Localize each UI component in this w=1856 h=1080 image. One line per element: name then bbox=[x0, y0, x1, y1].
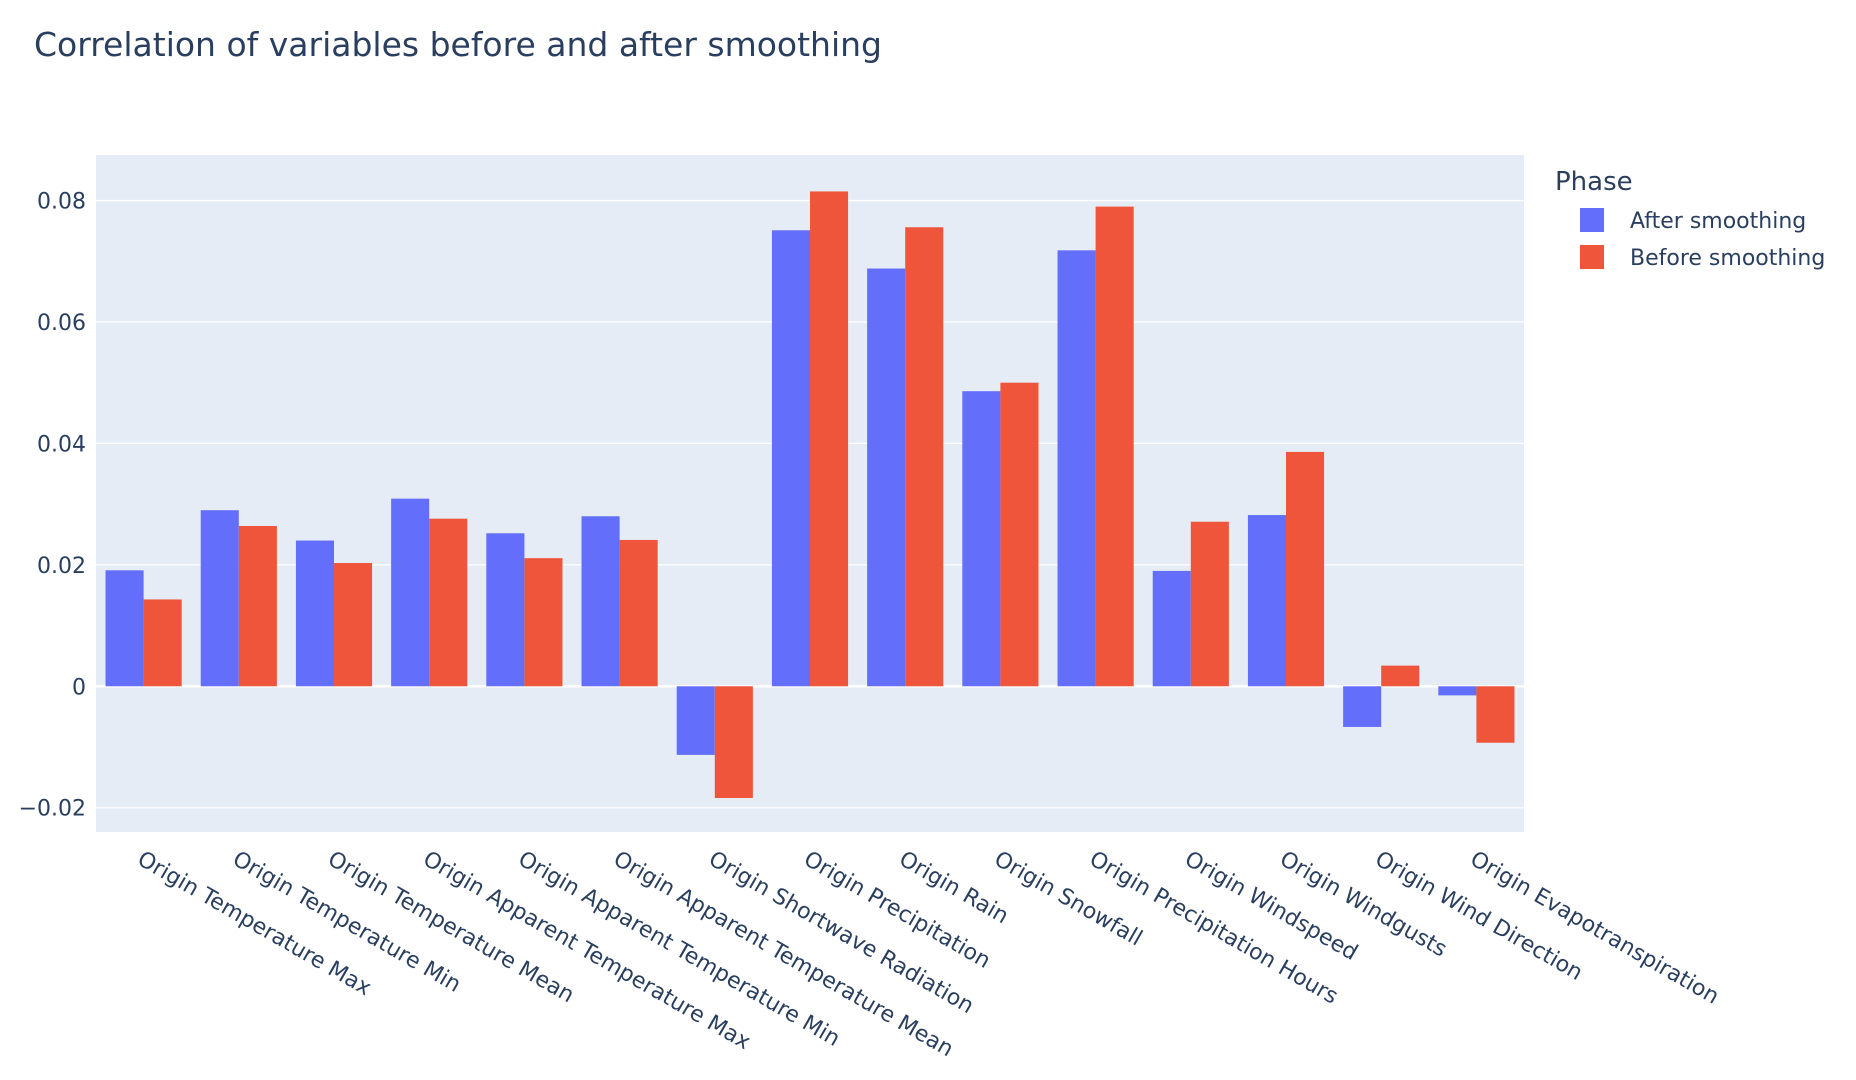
bar-before-0[interactable] bbox=[143, 599, 182, 687]
bars bbox=[105, 191, 1515, 798]
bar-before-5[interactable] bbox=[619, 539, 658, 687]
bar-after-11[interactable] bbox=[1152, 570, 1191, 687]
y-tick-label: 0.04 bbox=[37, 432, 86, 457]
y-axis: −0.02 0 0.02 0.04 0.06 0.08 bbox=[19, 190, 86, 822]
bar-before-14[interactable] bbox=[1476, 686, 1515, 743]
bar-before-9[interactable] bbox=[1000, 382, 1039, 687]
bar-after-7[interactable] bbox=[771, 230, 810, 687]
y-tick-label: 0 bbox=[72, 675, 86, 700]
bar-before-11[interactable] bbox=[1190, 521, 1229, 687]
y-tick-label: −0.02 bbox=[19, 797, 86, 822]
bar-after-8[interactable] bbox=[867, 268, 906, 687]
bar-after-12[interactable] bbox=[1247, 515, 1286, 687]
legend-label: Before smoothing bbox=[1630, 246, 1825, 271]
x-tick-label: Origin Windgusts bbox=[1275, 847, 1451, 963]
bar-before-3[interactable] bbox=[429, 518, 468, 687]
legend[interactable]: Phase After smoothing Before smoothing bbox=[1555, 167, 1825, 271]
y-tick-label: 0.06 bbox=[37, 311, 86, 336]
bar-after-6[interactable] bbox=[676, 686, 715, 755]
legend-title: Phase bbox=[1555, 167, 1633, 197]
bar-after-14[interactable] bbox=[1438, 686, 1477, 696]
bar-after-13[interactable] bbox=[1343, 686, 1382, 727]
bar-after-9[interactable] bbox=[962, 391, 1001, 687]
legend-label: After smoothing bbox=[1630, 209, 1806, 234]
legend-items[interactable]: After smoothing Before smoothing bbox=[1580, 208, 1825, 271]
bar-after-1[interactable] bbox=[200, 510, 239, 687]
bar-after-3[interactable] bbox=[391, 498, 430, 687]
bar-before-2[interactable] bbox=[334, 563, 373, 687]
bar-before-12[interactable] bbox=[1286, 451, 1325, 687]
legend-swatch bbox=[1580, 245, 1604, 269]
bar-after-2[interactable] bbox=[295, 540, 334, 687]
chart-title: Correlation of variables before and afte… bbox=[34, 25, 882, 64]
bar-before-10[interactable] bbox=[1095, 206, 1134, 687]
bar-before-6[interactable] bbox=[714, 686, 753, 798]
bar-before-1[interactable] bbox=[238, 525, 277, 687]
bar-before-7[interactable] bbox=[810, 191, 849, 687]
legend-item-before-smoothing[interactable]: Before smoothing bbox=[1580, 245, 1825, 271]
legend-swatch bbox=[1580, 208, 1604, 232]
bar-after-10[interactable] bbox=[1057, 250, 1096, 687]
y-tick-label: 0.02 bbox=[37, 554, 86, 579]
legend-item-after-smoothing[interactable]: After smoothing bbox=[1580, 208, 1806, 234]
y-tick-label: 0.08 bbox=[37, 190, 86, 215]
bar-before-8[interactable] bbox=[905, 227, 944, 687]
bar-before-13[interactable] bbox=[1381, 665, 1420, 687]
bar-after-4[interactable] bbox=[486, 533, 525, 687]
bar-after-5[interactable] bbox=[581, 516, 620, 687]
bar-after-0[interactable] bbox=[105, 570, 144, 687]
bar-before-4[interactable] bbox=[524, 558, 563, 687]
